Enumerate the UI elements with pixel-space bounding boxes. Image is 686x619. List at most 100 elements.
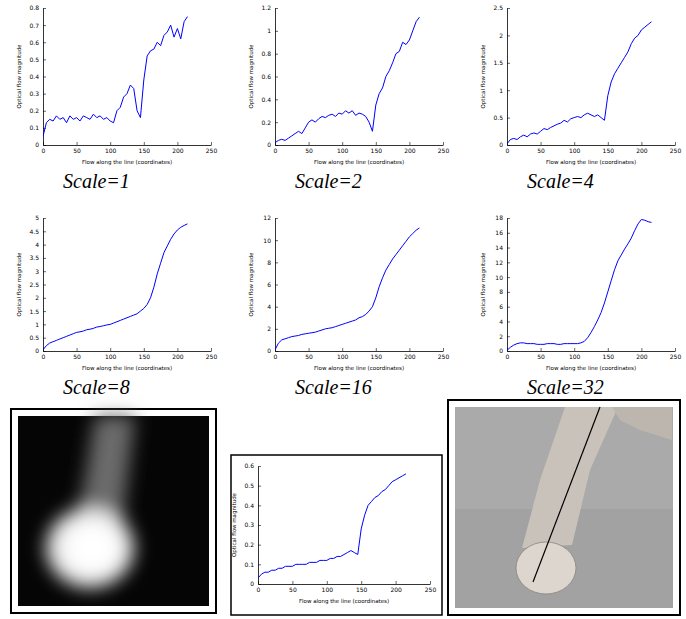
tick-mark — [342, 142, 343, 145]
y-axis: 00.511.522.5 — [493, 4, 510, 148]
y-axis-title: Optical flow magnitude — [248, 252, 255, 317]
tick-mark — [43, 77, 46, 78]
tick-label: 50 — [537, 147, 545, 154]
flow-line — [275, 17, 419, 143]
tick: 2 — [499, 333, 510, 340]
tick-mark — [275, 77, 278, 78]
tick-mark — [507, 351, 510, 352]
tick-mark — [409, 348, 410, 351]
chart-panel: 050100150200250024681012141618Flow along… — [480, 214, 681, 398]
tick-label: 0.7 — [29, 22, 39, 29]
plot-area — [275, 17, 419, 143]
tick: 100 — [337, 348, 349, 360]
flow-blob — [46, 416, 135, 588]
tick-label: 250 — [425, 586, 437, 593]
tick-label: 0 — [506, 147, 510, 154]
other-hand — [612, 407, 672, 440]
tick-label: 0.2 — [29, 107, 39, 114]
tick-label: 0 — [35, 141, 39, 148]
plot-area — [43, 17, 187, 137]
tick-label: 0.6 — [261, 73, 271, 80]
tick-label: 16 — [495, 229, 503, 236]
x-axis-title: Flow along the line (coordinates) — [82, 365, 172, 372]
tick-mark — [309, 348, 310, 351]
tick-mark — [275, 31, 278, 32]
panel-caption: Scale=16 — [295, 376, 372, 398]
tick-label: 0.6 — [244, 462, 254, 469]
fist-core — [64, 522, 120, 574]
tick-mark — [177, 142, 178, 145]
tick-mark — [541, 348, 542, 351]
plot-area — [43, 224, 187, 350]
tick-label: 8 — [267, 259, 271, 266]
tick-mark — [275, 54, 278, 55]
y-axis: 024681012141618 — [495, 214, 510, 354]
tick: 0.6 — [261, 73, 278, 80]
tick: 0.5 — [493, 114, 510, 121]
tick-label: 200 — [636, 353, 648, 360]
tick-label: 200 — [390, 586, 402, 593]
tick: 0.4 — [29, 73, 46, 80]
tick-label: 100 — [105, 353, 117, 360]
plot-area — [507, 22, 651, 144]
x-axis: 050100150200250 — [42, 348, 218, 360]
tick-mark — [275, 329, 278, 330]
tick: 50 — [289, 581, 297, 593]
tick: 1.5 — [29, 308, 46, 315]
tick-mark — [43, 245, 46, 246]
tick-label: 1 — [35, 321, 39, 328]
tick: 5 — [35, 214, 46, 221]
tick: 14 — [495, 244, 510, 251]
tick-mark — [409, 142, 410, 145]
tick-label: 0.1 — [29, 124, 39, 131]
y-axis-title: Optical flow magnitude — [16, 252, 23, 317]
tick: 250 — [206, 348, 218, 360]
tick: 200 — [636, 348, 648, 360]
tick-mark — [507, 248, 510, 249]
tick-label: 0.2 — [244, 541, 254, 548]
tick: 200 — [390, 581, 402, 593]
tick-label: 50 — [305, 353, 313, 360]
tick-mark — [507, 233, 510, 234]
tick: 0.3 — [29, 90, 46, 97]
tick: 0.6 — [29, 39, 46, 46]
tick-mark — [275, 8, 278, 9]
tick-label: 4.5 — [29, 228, 39, 235]
tick-label: 0 — [35, 347, 39, 354]
tick-label: 150 — [139, 147, 151, 154]
tick-mark — [43, 42, 46, 43]
tick: 0 — [35, 141, 46, 148]
tick: 8 — [499, 288, 510, 295]
tick-label: 250 — [206, 353, 218, 360]
tick-mark — [43, 218, 46, 219]
tick-mark — [396, 581, 397, 584]
x-axis: 050100150200250 — [257, 581, 437, 593]
tick-label: 50 — [73, 147, 81, 154]
tick-label: 1 — [499, 87, 503, 94]
axis-line — [508, 351, 676, 352]
tick: 0.2 — [244, 541, 261, 548]
tick: 6 — [267, 281, 278, 288]
tick-label: 2 — [499, 333, 503, 340]
tick-mark — [327, 581, 328, 584]
tick: 1.2 — [261, 4, 278, 11]
tick-label: 250 — [206, 147, 218, 154]
figure: 05010015020025000.10.20.30.40.50.60.70.8… — [0, 0, 686, 619]
y-axis: 00.511.522.533.544.55 — [29, 214, 46, 354]
tick-mark — [507, 321, 510, 322]
arm — [522, 407, 618, 548]
tick: 0.2 — [29, 107, 46, 114]
tick: 250 — [425, 581, 437, 593]
tick: 150 — [139, 142, 151, 154]
y-axis-title: Optical flow magnitude — [231, 492, 238, 557]
tick-mark — [430, 581, 431, 584]
tick-label: 0.5 — [244, 482, 254, 489]
tick: 0.1 — [244, 561, 261, 568]
tick: 2 — [499, 32, 510, 39]
flow-line — [507, 22, 651, 144]
fist-glow — [46, 508, 134, 588]
tick-label: 250 — [438, 353, 450, 360]
tick-label: 100 — [337, 353, 349, 360]
image-frame — [11, 409, 216, 613]
tick-label: 8 — [499, 288, 503, 295]
